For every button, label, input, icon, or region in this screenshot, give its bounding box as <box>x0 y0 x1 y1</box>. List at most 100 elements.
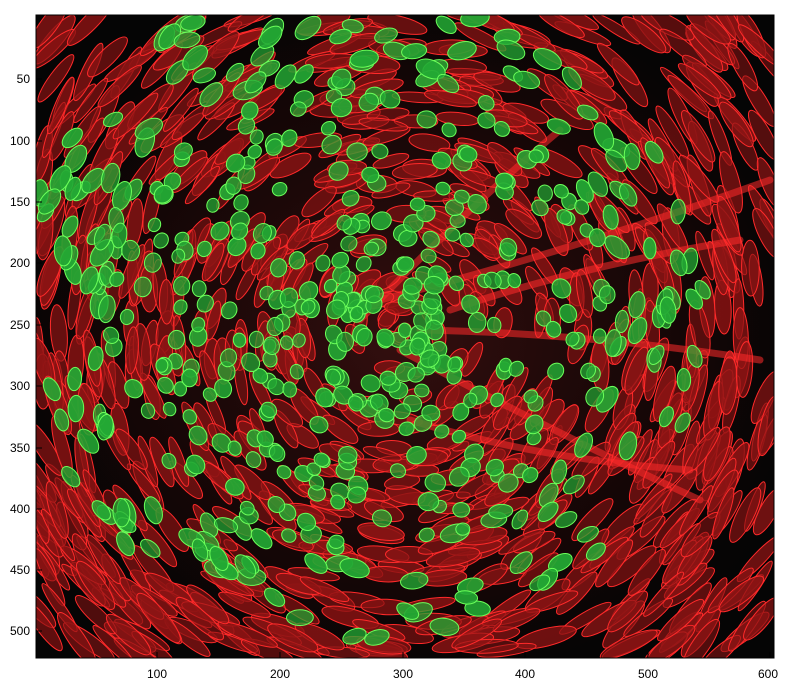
green-cell <box>328 534 345 549</box>
green-cell <box>670 198 686 225</box>
green-cell <box>313 452 330 467</box>
red-cell <box>267 623 319 653</box>
green-cell <box>133 276 152 298</box>
green-cell <box>497 473 519 493</box>
green-cell <box>618 431 638 461</box>
green-cell <box>461 294 481 314</box>
green-cell <box>191 280 207 297</box>
green-cell <box>220 301 238 320</box>
green-cell <box>153 184 173 204</box>
green-cell <box>182 409 198 425</box>
green-cell <box>537 184 553 202</box>
red-cell <box>683 426 721 475</box>
green-cell <box>173 142 193 161</box>
green-cell <box>268 444 286 463</box>
red-cell <box>643 571 685 617</box>
y-axis: 50 100 150 200 250 300 350 400 450 500 <box>10 72 42 638</box>
green-cell <box>234 554 257 579</box>
green-cell <box>185 454 206 475</box>
green-cell <box>338 445 358 464</box>
green-cell <box>304 552 328 574</box>
y-tick-label: 450 <box>10 563 30 577</box>
green-cell <box>355 255 372 272</box>
green-cell <box>371 211 392 231</box>
green-cell <box>119 308 135 326</box>
red-cell <box>473 71 521 93</box>
green-cell <box>441 122 457 138</box>
green-cell <box>331 68 352 89</box>
green-cell <box>389 463 407 479</box>
green-cell <box>112 497 131 528</box>
green-cell <box>237 117 256 135</box>
green-cell <box>173 381 188 397</box>
red-cell <box>362 446 402 462</box>
green-cell <box>161 452 177 470</box>
green-cell <box>274 64 297 90</box>
red-fiber-streak <box>446 236 744 314</box>
red-cell <box>537 15 585 38</box>
green-cell <box>358 92 380 112</box>
green-cell <box>417 492 440 512</box>
green-cell <box>267 378 285 396</box>
green-cell <box>111 222 128 249</box>
green-cell <box>294 15 322 41</box>
green-cell <box>173 276 191 296</box>
green-cell <box>87 346 104 371</box>
green-cell <box>267 495 286 514</box>
red-cell <box>719 101 754 148</box>
green-cell <box>109 271 125 287</box>
x-tick-label: 200 <box>270 667 290 681</box>
red-cell <box>596 42 640 86</box>
green-cell <box>225 153 246 173</box>
y-tick-label: 400 <box>10 502 30 516</box>
red-cell <box>271 398 304 428</box>
green-cell <box>270 258 288 278</box>
green-cell <box>658 406 674 428</box>
y-tick-label: 350 <box>10 441 30 455</box>
green-cell <box>91 500 111 521</box>
y-tick-label: 50 <box>17 72 31 86</box>
green-cell <box>265 138 283 156</box>
green-cell <box>460 15 490 28</box>
red-cell <box>199 350 220 398</box>
green-cell <box>376 328 395 348</box>
green-cell <box>686 344 703 368</box>
green-cell <box>206 197 220 213</box>
green-cell <box>219 348 238 368</box>
red-cell <box>36 420 64 476</box>
green-cell <box>574 199 590 215</box>
green-cell <box>250 242 266 260</box>
green-cell <box>330 494 346 510</box>
green-cell <box>592 328 607 344</box>
green-cell <box>576 104 599 121</box>
green-cell <box>455 522 471 536</box>
green-cell <box>421 404 441 422</box>
red-cell <box>36 600 63 652</box>
green-cell <box>422 230 440 248</box>
red-cell <box>358 117 409 132</box>
green-cell <box>341 190 360 207</box>
green-cell <box>562 474 585 495</box>
green-cell <box>282 381 297 398</box>
green-cell <box>447 41 477 61</box>
red-cell <box>66 15 114 46</box>
green-cell <box>191 538 209 562</box>
y-tick-label: 500 <box>10 624 30 638</box>
red-cell <box>685 15 731 45</box>
green-cell <box>459 232 474 248</box>
green-cell <box>409 197 426 212</box>
green-cell <box>559 303 578 324</box>
green-cell <box>398 229 418 247</box>
y-tick-label: 150 <box>10 195 30 209</box>
green-cell <box>513 70 541 90</box>
green-cell <box>648 345 665 365</box>
green-cell <box>346 142 368 162</box>
green-cell <box>509 551 533 574</box>
red-cell <box>712 487 735 540</box>
green-cell <box>271 181 288 197</box>
green-cell <box>507 273 522 289</box>
green-cell <box>452 501 471 518</box>
red-cell <box>301 185 337 218</box>
green-cell <box>77 428 100 454</box>
